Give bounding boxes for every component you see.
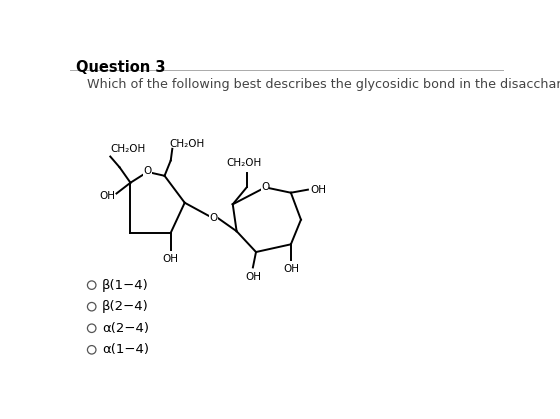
Text: CH₂OH: CH₂OH — [169, 139, 204, 149]
Text: Which of the following best describes the glycosidic bond in the disaccharide sh: Which of the following best describes th… — [87, 78, 560, 91]
Text: O: O — [209, 213, 217, 223]
Text: OH: OH — [310, 185, 326, 195]
Text: CH₂OH: CH₂OH — [226, 158, 261, 168]
Text: α(1−4): α(1−4) — [102, 343, 149, 356]
Text: O: O — [143, 166, 152, 176]
Text: OH: OH — [99, 191, 115, 201]
Text: O: O — [261, 182, 269, 192]
Text: β(2−4): β(2−4) — [102, 300, 148, 313]
Text: OH: OH — [283, 264, 299, 274]
Text: β(1−4): β(1−4) — [102, 279, 148, 292]
Text: Question 3: Question 3 — [76, 59, 166, 75]
Text: CH₂OH: CH₂OH — [110, 144, 146, 154]
Text: OH: OH — [163, 254, 179, 264]
Text: α(2−4): α(2−4) — [102, 322, 149, 335]
Text: OH: OH — [245, 272, 261, 282]
